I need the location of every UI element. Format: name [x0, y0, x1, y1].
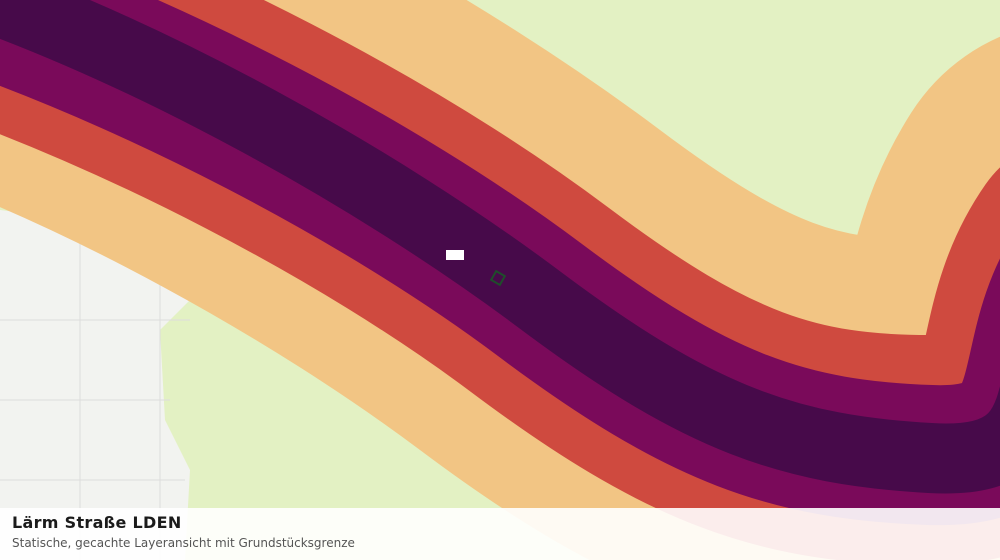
map-title: Lärm Straße LDEN	[12, 513, 182, 532]
map-subtitle: Statische, gecachte Layeransicht mit Gru…	[12, 536, 355, 550]
built-area	[0, 210, 190, 560]
gap	[446, 250, 464, 260]
parcel-marker	[489, 269, 507, 287]
noise-band-very-high	[0, 0, 1000, 494]
caption: Lärm Straße LDEN Statische, gecachte Lay…	[0, 508, 1000, 560]
